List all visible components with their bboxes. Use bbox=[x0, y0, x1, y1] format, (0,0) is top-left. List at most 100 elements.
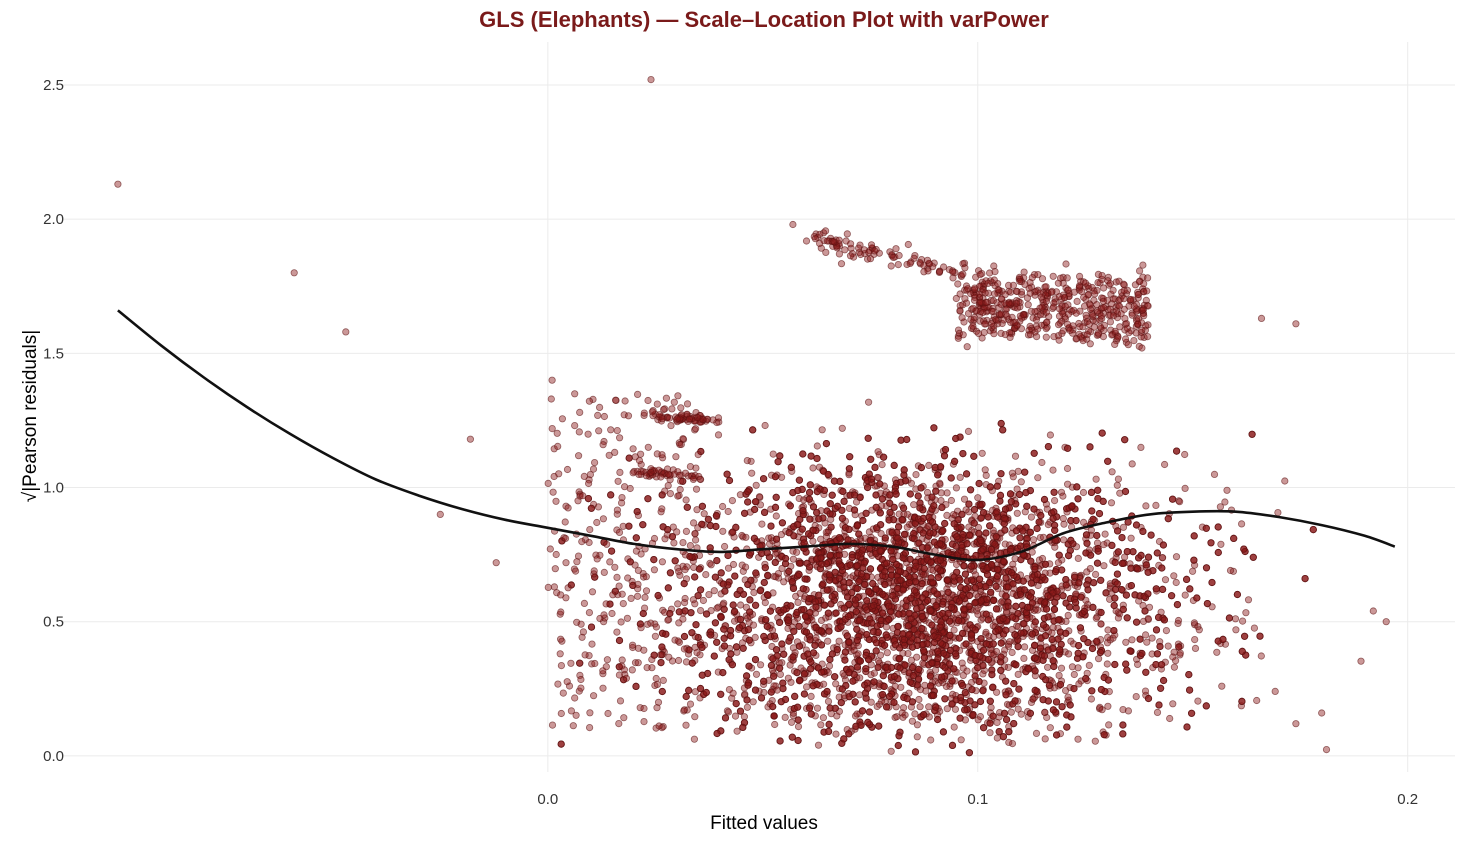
data-point bbox=[1087, 695, 1096, 703]
data-point bbox=[1271, 687, 1279, 696]
data-point bbox=[878, 690, 887, 699]
data-point bbox=[713, 604, 721, 612]
data-point bbox=[1153, 549, 1161, 557]
data-point bbox=[873, 702, 881, 711]
data-point bbox=[813, 442, 821, 450]
data-point bbox=[1074, 554, 1082, 563]
data-point bbox=[718, 502, 727, 511]
data-point bbox=[756, 661, 765, 669]
data-point bbox=[986, 729, 994, 737]
data-point bbox=[1067, 637, 1075, 645]
data-point bbox=[690, 735, 699, 743]
data-point bbox=[1139, 617, 1148, 626]
data-point bbox=[907, 703, 916, 711]
data-point bbox=[789, 653, 797, 661]
data-point bbox=[1031, 686, 1039, 695]
data-point bbox=[749, 698, 757, 706]
data-point bbox=[1092, 570, 1100, 579]
data-point bbox=[772, 682, 780, 690]
data-point bbox=[1137, 443, 1145, 451]
data-point bbox=[748, 469, 756, 477]
data-point bbox=[789, 555, 798, 563]
data-point bbox=[724, 564, 733, 572]
data-point bbox=[714, 431, 723, 439]
data-point bbox=[1114, 475, 1123, 483]
data-point bbox=[1143, 638, 1151, 646]
data-point bbox=[1161, 576, 1170, 584]
data-point bbox=[616, 468, 624, 476]
data-point bbox=[950, 457, 959, 465]
data-point bbox=[1008, 648, 1016, 657]
data-point bbox=[897, 683, 905, 691]
data-point bbox=[632, 534, 640, 542]
data-point bbox=[1169, 700, 1177, 708]
data-point bbox=[713, 729, 721, 738]
data-point bbox=[1097, 620, 1105, 628]
data-point bbox=[1194, 697, 1202, 705]
data-point bbox=[710, 587, 718, 595]
data-point bbox=[573, 558, 581, 566]
data-point bbox=[827, 710, 835, 718]
data-point bbox=[970, 505, 979, 514]
data-point bbox=[841, 648, 850, 656]
data-point bbox=[809, 464, 817, 472]
data-point bbox=[960, 495, 969, 503]
data-point bbox=[1142, 502, 1150, 510]
data-point bbox=[1183, 575, 1191, 584]
data-point bbox=[641, 593, 649, 602]
data-point bbox=[1017, 710, 1025, 718]
data-point bbox=[1014, 467, 1022, 475]
data-point bbox=[1057, 488, 1066, 496]
data-point bbox=[1239, 617, 1247, 625]
data-point bbox=[882, 623, 891, 631]
data-point bbox=[721, 587, 729, 595]
data-point bbox=[925, 461, 933, 469]
data-point bbox=[795, 622, 803, 630]
data-point bbox=[691, 713, 699, 721]
data-point bbox=[817, 616, 826, 625]
data-point bbox=[1074, 583, 1082, 591]
data-point bbox=[773, 686, 781, 694]
data-point bbox=[556, 650, 564, 658]
data-point bbox=[721, 714, 730, 722]
data-point bbox=[949, 510, 958, 519]
data-point bbox=[1038, 458, 1046, 467]
data-point bbox=[894, 603, 902, 612]
data-point bbox=[965, 523, 973, 531]
data-point bbox=[838, 424, 846, 432]
data-point bbox=[1041, 708, 1049, 717]
data-point bbox=[1132, 521, 1141, 529]
data-point bbox=[719, 527, 727, 535]
data-point bbox=[742, 533, 750, 541]
data-point bbox=[1048, 629, 1056, 637]
data-point bbox=[1074, 735, 1082, 743]
data-point bbox=[1092, 475, 1100, 483]
data-point bbox=[1075, 680, 1083, 688]
data-point bbox=[720, 542, 729, 551]
data-point bbox=[895, 517, 903, 526]
data-point bbox=[761, 421, 769, 430]
data-point bbox=[1002, 691, 1010, 699]
data-point bbox=[825, 662, 834, 670]
data-point bbox=[813, 704, 822, 712]
data-point bbox=[1046, 724, 1054, 732]
data-point bbox=[1181, 591, 1189, 599]
data-point bbox=[957, 736, 965, 744]
data-point bbox=[1016, 542, 1025, 550]
data-point bbox=[711, 619, 720, 627]
data-point bbox=[1006, 638, 1014, 646]
data-point bbox=[746, 608, 754, 616]
data-point bbox=[1238, 520, 1246, 528]
data-point bbox=[1152, 501, 1160, 509]
data-point bbox=[814, 741, 823, 749]
data-point bbox=[850, 506, 859, 514]
data-point bbox=[1170, 572, 1178, 580]
data-point bbox=[772, 512, 780, 520]
data-point bbox=[1044, 663, 1052, 671]
data-point bbox=[557, 661, 566, 670]
data-point bbox=[812, 634, 820, 642]
data-point bbox=[725, 685, 734, 694]
data-point bbox=[1111, 594, 1119, 602]
data-point bbox=[1198, 523, 1207, 531]
data-point bbox=[802, 683, 811, 691]
